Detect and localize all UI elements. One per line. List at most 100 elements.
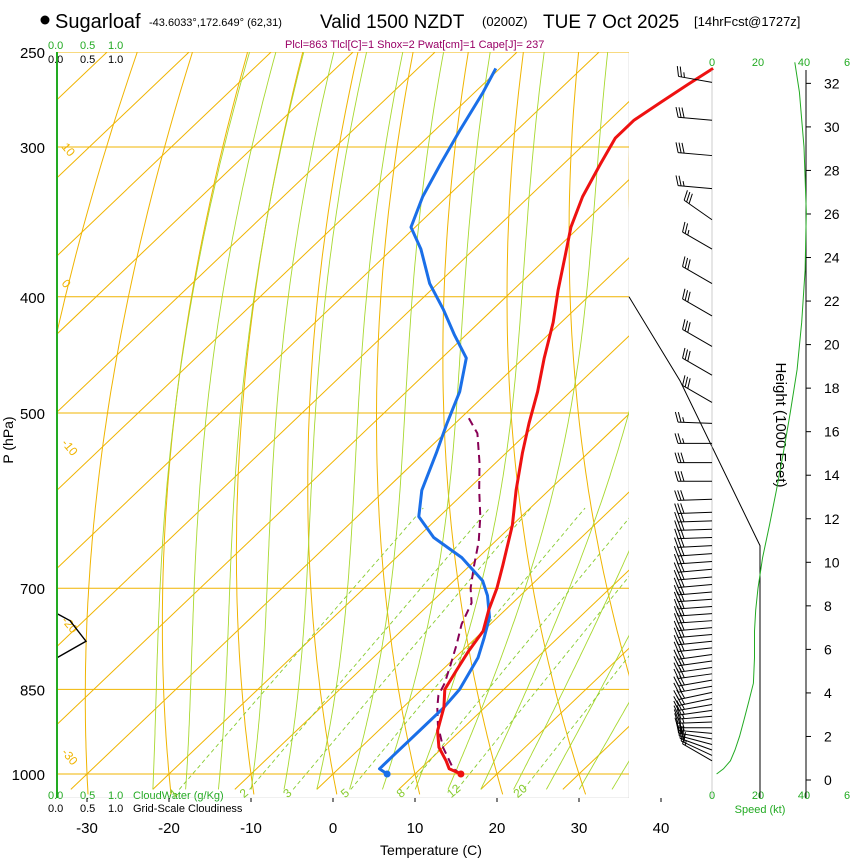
wind-barb <box>682 319 713 347</box>
moist-adiabat-24 <box>513 549 629 790</box>
height-tick-26: 26 <box>824 206 840 222</box>
height-tick-2: 2 <box>824 728 832 744</box>
wind-barb-flag <box>673 641 679 652</box>
wind-barb-flag <box>673 705 679 716</box>
wind-barb-flag <box>674 713 679 724</box>
isotherm--90 <box>57 52 354 335</box>
temp-tick-20: 20 <box>489 820 506 837</box>
wind-barb-flag <box>678 175 682 187</box>
cloudiness-top-0: 0.0 <box>48 54 63 66</box>
wind-barb-flag <box>676 709 682 720</box>
dry-adiabat-40 <box>568 52 629 677</box>
wind-bottom-40: 40 <box>798 790 810 802</box>
moist-adiabat-40 <box>645 31 850 790</box>
moist-adiabat--20 <box>152 52 251 790</box>
wind-barb-flag <box>684 257 689 269</box>
mixing-ratio-3 <box>292 507 532 790</box>
isotherm-0 <box>316 491 629 790</box>
dry-adiabat-10 <box>376 52 421 795</box>
wind-barb <box>682 375 713 403</box>
wind-barb-flag <box>673 662 679 673</box>
cloudiness-top-2: 1.0 <box>108 54 123 66</box>
wind-barb-flag <box>675 175 679 186</box>
dry-adiabat-60 <box>687 31 834 795</box>
wind-barb-flag <box>679 66 682 78</box>
temp-tick-40: 40 <box>653 820 670 837</box>
temp-tick--30: -30 <box>76 820 98 837</box>
cloudwater-label: CloudWater (g/Kg) <box>133 790 224 802</box>
wind-barb-staff <box>682 266 713 285</box>
y-axis-label: P (hPa) <box>0 416 16 463</box>
stability-line <box>628 296 761 798</box>
wind-barb-flag <box>673 656 679 666</box>
wind-barb-flag <box>682 288 686 300</box>
wind-barb-flag <box>684 320 689 332</box>
moist-adiabat-20 <box>480 410 629 790</box>
wind-barb <box>682 256 713 285</box>
cloudwater-bottom-1: 0.5 <box>80 790 95 802</box>
isotherm--80 <box>57 52 436 413</box>
forecast-info: [14hrFcst@1727z] <box>694 14 800 29</box>
wind-barb-flag <box>680 490 685 501</box>
moist-adiabat--8 <box>250 52 335 790</box>
moist-adiabat--4 <box>283 52 368 790</box>
cloudiness-profile <box>56 613 88 659</box>
wind-barb-flag <box>673 668 679 679</box>
wind-barb-flag <box>674 528 679 539</box>
wind-barb-flag <box>688 193 693 204</box>
wind-barb-halfflag <box>682 180 685 187</box>
cloudiness-label: Grid-Scale Cloudiness <box>133 803 243 815</box>
wind-barb-flag <box>684 376 689 388</box>
wind-barb-flag <box>674 452 679 463</box>
wind-barb-flag <box>673 585 679 596</box>
wind-barb-flag <box>678 142 682 153</box>
wind-scale-top: 0 20 40 6 <box>709 57 850 69</box>
height-tick-0: 0 <box>824 772 832 788</box>
height-tick-28: 28 <box>824 162 840 178</box>
wind-barb-flag <box>674 490 679 501</box>
wind-barb-flag <box>674 537 679 548</box>
wind-barb <box>674 520 713 531</box>
wind-barb-staff <box>678 152 713 157</box>
wind-barb-staff <box>682 743 713 762</box>
moist-adiabat--12 <box>217 52 305 790</box>
wind-barb-staff <box>679 737 713 751</box>
wind-barb-flag <box>673 649 679 660</box>
wind-barb-flag <box>680 452 685 463</box>
wind-barb-flag <box>687 350 691 362</box>
wind-barb <box>674 471 712 482</box>
wind-barb-flag <box>681 142 685 154</box>
temperature-trace <box>436 67 714 776</box>
wind-barb-flag <box>680 471 685 482</box>
mixing-ratio-label-20: 20 <box>511 781 530 801</box>
temp-tick--10: -10 <box>240 820 262 837</box>
isotherm--100 <box>57 52 272 257</box>
cloudwater-bottom-0: 0.0 <box>48 790 63 802</box>
wind-barb-staff <box>678 732 713 740</box>
wind-bottom-6: 6 <box>844 790 850 802</box>
x-axis-label: Temperature (C) <box>380 842 482 858</box>
moist-adiabat-12 <box>414 52 545 790</box>
wind-barb-flag <box>687 291 691 303</box>
height-tick-14: 14 <box>824 467 840 483</box>
dry-adiabat--40 <box>57 52 138 335</box>
mixing-ratio-label-2: 2 <box>237 785 251 800</box>
cloudwater-top-2: 1.0 <box>108 40 123 52</box>
wind-top-40: 40 <box>798 57 810 69</box>
pressure-tick-250: 250 <box>20 45 45 62</box>
moist-adiabat-28 <box>546 634 629 790</box>
wind-barb-staff <box>678 185 713 190</box>
moist-adiabat-16 <box>447 52 609 790</box>
wind-speed-label: Speed (kt) <box>735 804 786 816</box>
wind-barb <box>683 190 713 221</box>
wind-bottom-20: 20 <box>752 790 764 802</box>
dry-adiabat-30 <box>506 52 587 795</box>
wind-barb-staff <box>678 421 713 424</box>
valid-time: Valid 1500 NZDT <box>320 12 465 33</box>
wind-barb-flag <box>673 606 679 617</box>
wind-barb-flag <box>677 452 682 463</box>
wind-barb-flag <box>677 490 682 501</box>
wind-barb-halfflag <box>683 72 685 78</box>
